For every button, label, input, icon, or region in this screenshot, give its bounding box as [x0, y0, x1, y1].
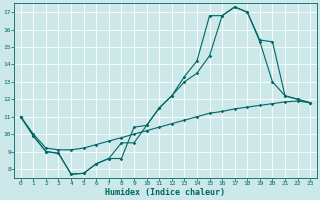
X-axis label: Humidex (Indice chaleur): Humidex (Indice chaleur) — [106, 188, 226, 197]
